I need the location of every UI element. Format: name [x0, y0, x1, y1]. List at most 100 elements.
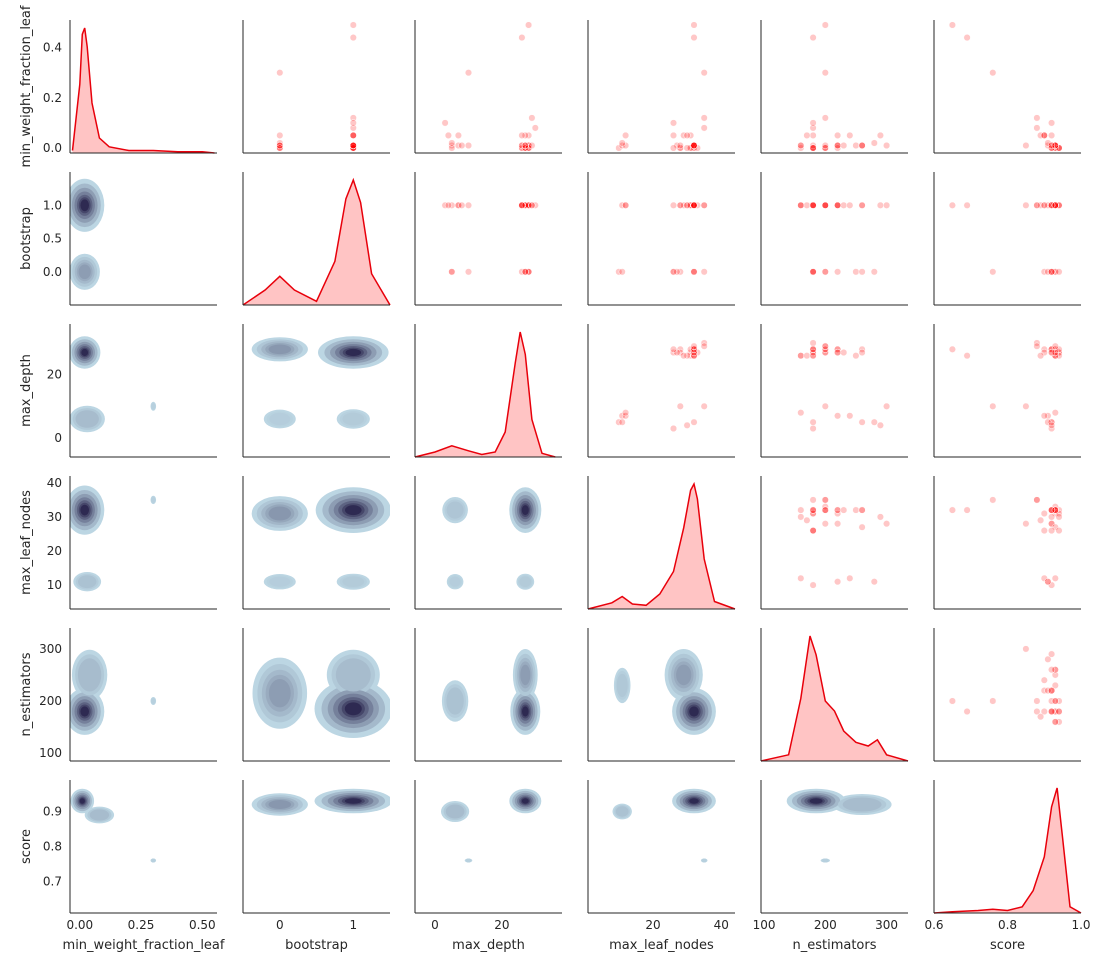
scatter-point	[963, 506, 971, 514]
scatter-point	[690, 268, 698, 276]
scatter-point	[876, 421, 884, 429]
panel-min_weight_fraction_leaf-vs-score	[933, 20, 1081, 154]
panel-max_depth-vs-n_estimators	[760, 324, 908, 458]
scatter-point	[518, 131, 526, 139]
scatter-point	[690, 141, 698, 150]
scatter-point	[1033, 496, 1041, 504]
scatter-point	[528, 114, 536, 122]
x-tick-label: 300	[875, 918, 898, 932]
kde-fill-min_weight_fraction_leaf	[72, 28, 215, 153]
kde-contours	[70, 336, 157, 433]
panel-n_estimators-vs-max_depth	[414, 628, 562, 762]
scatter-point	[683, 144, 691, 152]
scatter-point	[1051, 268, 1059, 276]
panel-max_leaf_nodes-vs-score	[933, 476, 1081, 610]
scatter-point	[1044, 578, 1052, 586]
density-contour	[616, 673, 628, 698]
density-contour	[268, 344, 292, 355]
scatter-point	[852, 268, 860, 276]
scatter-point	[834, 201, 842, 209]
scatter-point	[852, 506, 860, 514]
scatter-point	[1040, 412, 1048, 420]
kde-line-n_estimators	[760, 635, 909, 762]
panel-min_weight_fraction_leaf-vs-max_depth	[414, 20, 562, 154]
scatter-point	[834, 268, 842, 276]
scatter-point	[683, 421, 691, 429]
x-axis-label: n_estimators	[792, 938, 876, 953]
y-tick-label: 20	[47, 544, 62, 558]
scatter-point	[948, 201, 956, 209]
kde-contours	[70, 788, 157, 863]
scatter-point	[622, 409, 630, 417]
scatter-point	[870, 139, 878, 147]
y-tick-label: 20	[47, 368, 62, 382]
scatter-point	[1033, 124, 1041, 132]
scatter-point	[989, 496, 997, 504]
scatter-point	[883, 201, 891, 209]
scatter-point	[1051, 697, 1059, 705]
x-tick-label: 40	[714, 918, 729, 932]
scatter-point	[834, 141, 842, 150]
scatter-point	[1033, 342, 1041, 350]
scatter-point	[1051, 201, 1059, 209]
scatter-point	[809, 268, 817, 276]
scatter-point	[809, 418, 817, 426]
density-contour	[151, 403, 156, 410]
density-contour	[269, 412, 291, 426]
scatter-point	[1037, 131, 1045, 139]
scatter-point	[1048, 697, 1056, 705]
scatter-point	[834, 412, 842, 420]
scatter-point	[809, 581, 817, 589]
panel-score-vs-n_estimators	[760, 780, 908, 914]
panel-bootstrap-vs-bootstrap	[242, 172, 391, 306]
y-axis-label: max_leaf_nodes	[19, 490, 34, 595]
scatter-point	[700, 124, 708, 132]
x-tick-label: 1	[349, 918, 357, 932]
y-tick-label: 100	[39, 746, 62, 760]
scatter-point	[690, 201, 698, 209]
scatter-point	[349, 114, 357, 122]
density-contour	[79, 798, 85, 804]
scatter-point	[618, 139, 626, 147]
scatter-point	[989, 268, 997, 276]
scatter-point	[448, 268, 456, 276]
scatter-point	[948, 21, 956, 29]
x-tick-label: 0	[276, 918, 284, 932]
scatter-point	[821, 21, 829, 29]
panel-score-vs-max_depth	[414, 780, 562, 914]
kde-contours	[442, 487, 542, 590]
density-contour	[80, 504, 89, 516]
density-contour	[78, 575, 97, 589]
scatter-point	[1044, 139, 1052, 147]
scatter-point	[883, 402, 891, 410]
scatter-point	[1022, 141, 1030, 150]
panel-score-vs-max_leaf_nodes	[587, 780, 735, 914]
density-contour	[702, 858, 707, 863]
scatter-point	[1055, 718, 1063, 726]
scatter-point	[1048, 513, 1056, 521]
density-contour	[466, 858, 471, 863]
scatter-point	[1044, 687, 1052, 695]
panel-n_estimators-vs-score	[933, 628, 1081, 762]
density-contour	[445, 804, 465, 819]
x-axis-label: score	[990, 938, 1025, 953]
scatter-point	[276, 131, 284, 139]
scatter-point	[464, 141, 473, 150]
kde-fill-max_leaf_nodes	[588, 484, 735, 609]
kde-contours	[441, 788, 542, 863]
scatter-point	[821, 69, 829, 77]
density-contour	[809, 798, 823, 804]
scatter-point	[1040, 509, 1048, 518]
scatter-point	[349, 119, 357, 127]
x-axis-label: min_weight_fraction_leaf	[63, 938, 225, 953]
kde-contours	[70, 178, 105, 290]
density-contour	[449, 576, 461, 587]
density-contour	[75, 410, 99, 428]
y-axis-label: min_weight_fraction_leaf	[19, 5, 34, 167]
scatter-point	[858, 268, 866, 276]
scatter-point	[1051, 666, 1059, 674]
density-contour	[344, 702, 362, 716]
scatter-point	[852, 352, 860, 360]
x-tick-label: 100	[753, 918, 776, 932]
scatter-point	[821, 402, 829, 410]
